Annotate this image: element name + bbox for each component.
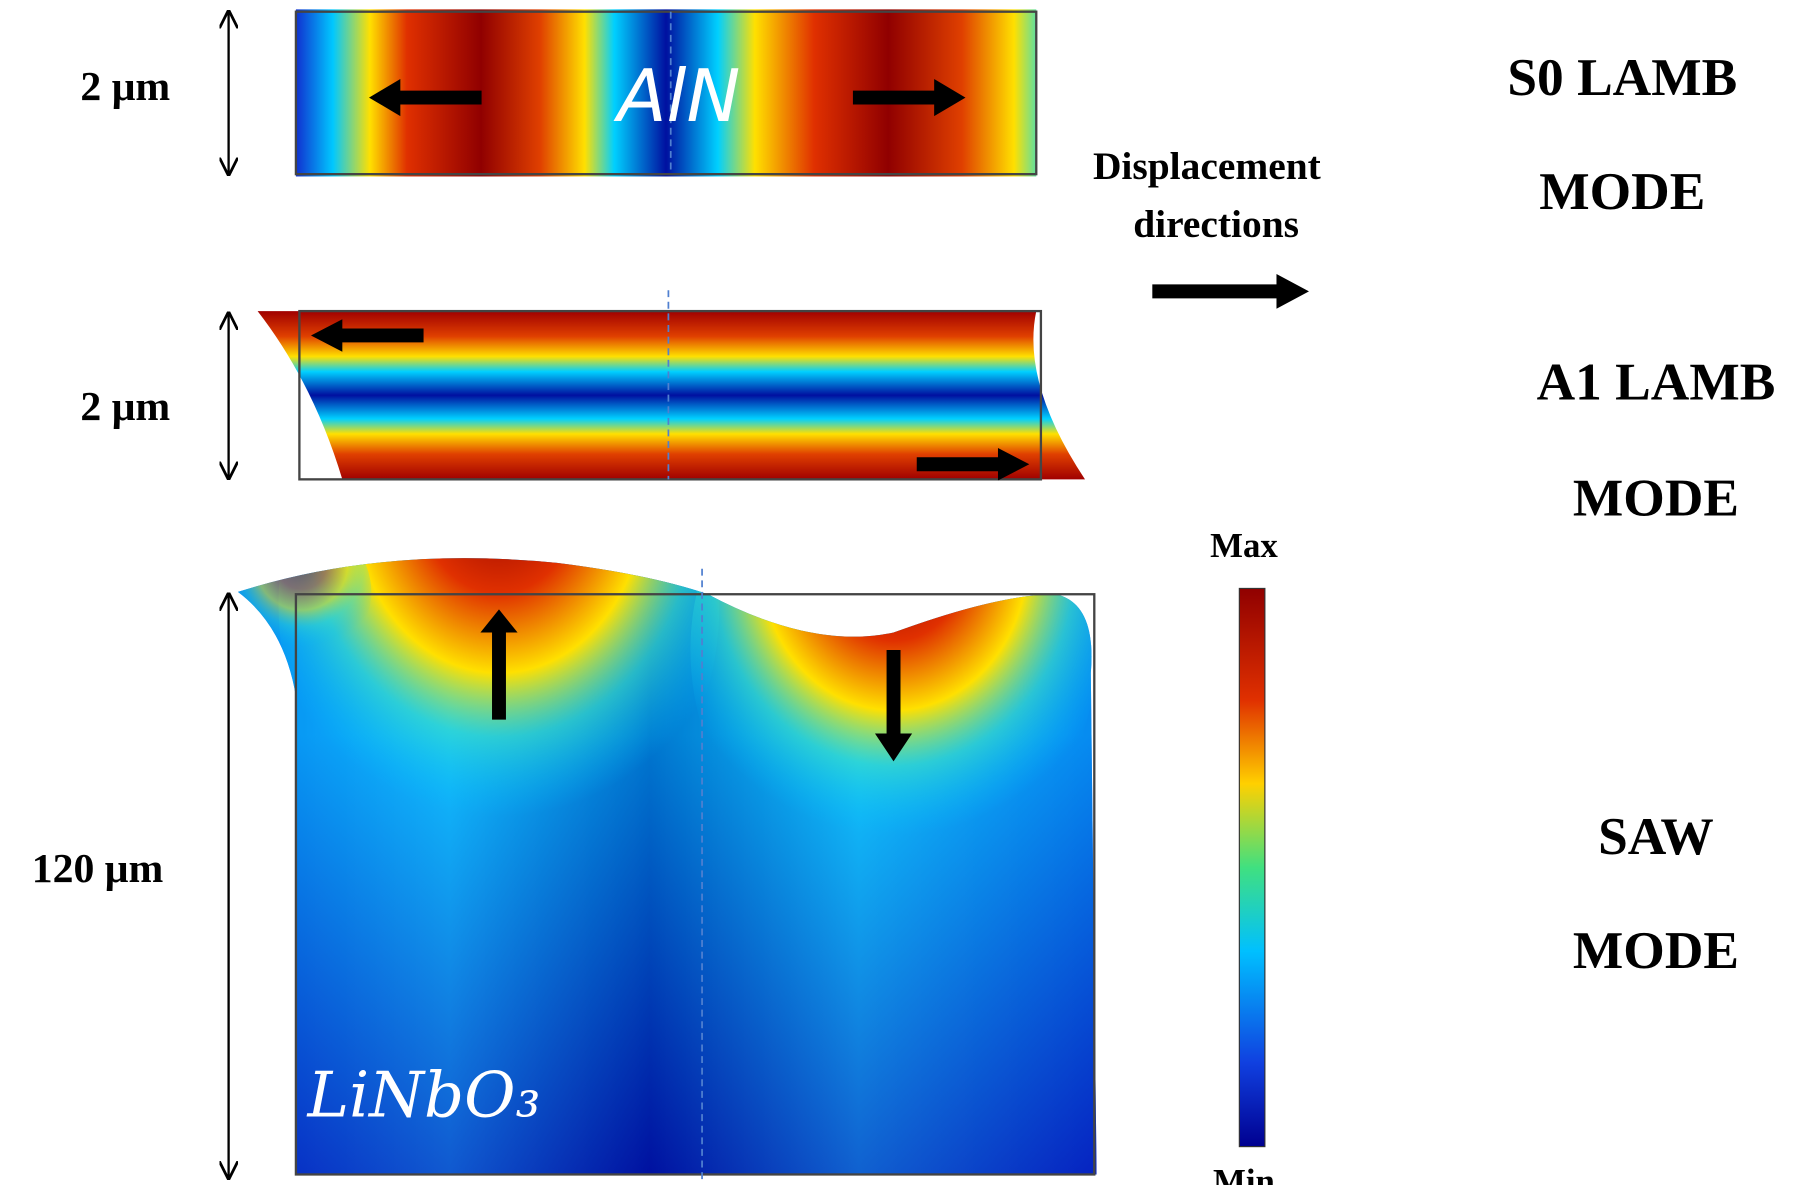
thickness: 2 μm [80, 64, 170, 110]
material: LiNbO₃ [307, 1058, 541, 1131]
mode-label: SAW [1598, 806, 1714, 866]
colorbar-min: Min [1213, 1162, 1275, 1185]
thickness: 2 μm [80, 384, 170, 430]
legend-arrow [1152, 274, 1309, 309]
mode-label: S0 LAMB [1507, 47, 1737, 107]
mode-label: A1 LAMB [1537, 351, 1776, 411]
mode-label: MODE [1573, 920, 1739, 980]
colorbar [1239, 588, 1265, 1146]
legend-title: Displacement [1093, 144, 1321, 188]
thickness: 120 μm [32, 846, 164, 892]
material: AlN [613, 54, 740, 138]
colorbar-max: Max [1210, 526, 1278, 565]
page: AlN 2 μm 2 μm LiNbO₃ 120 μm Displacement… [0, 0, 1801, 1185]
legend-title: directions [1133, 202, 1299, 246]
mode-label: MODE [1539, 161, 1705, 221]
diagram: AlN 2 μm 2 μm LiNbO₃ 120 μm Displacement… [0, 0, 1801, 1185]
mode-label: MODE [1573, 467, 1739, 527]
